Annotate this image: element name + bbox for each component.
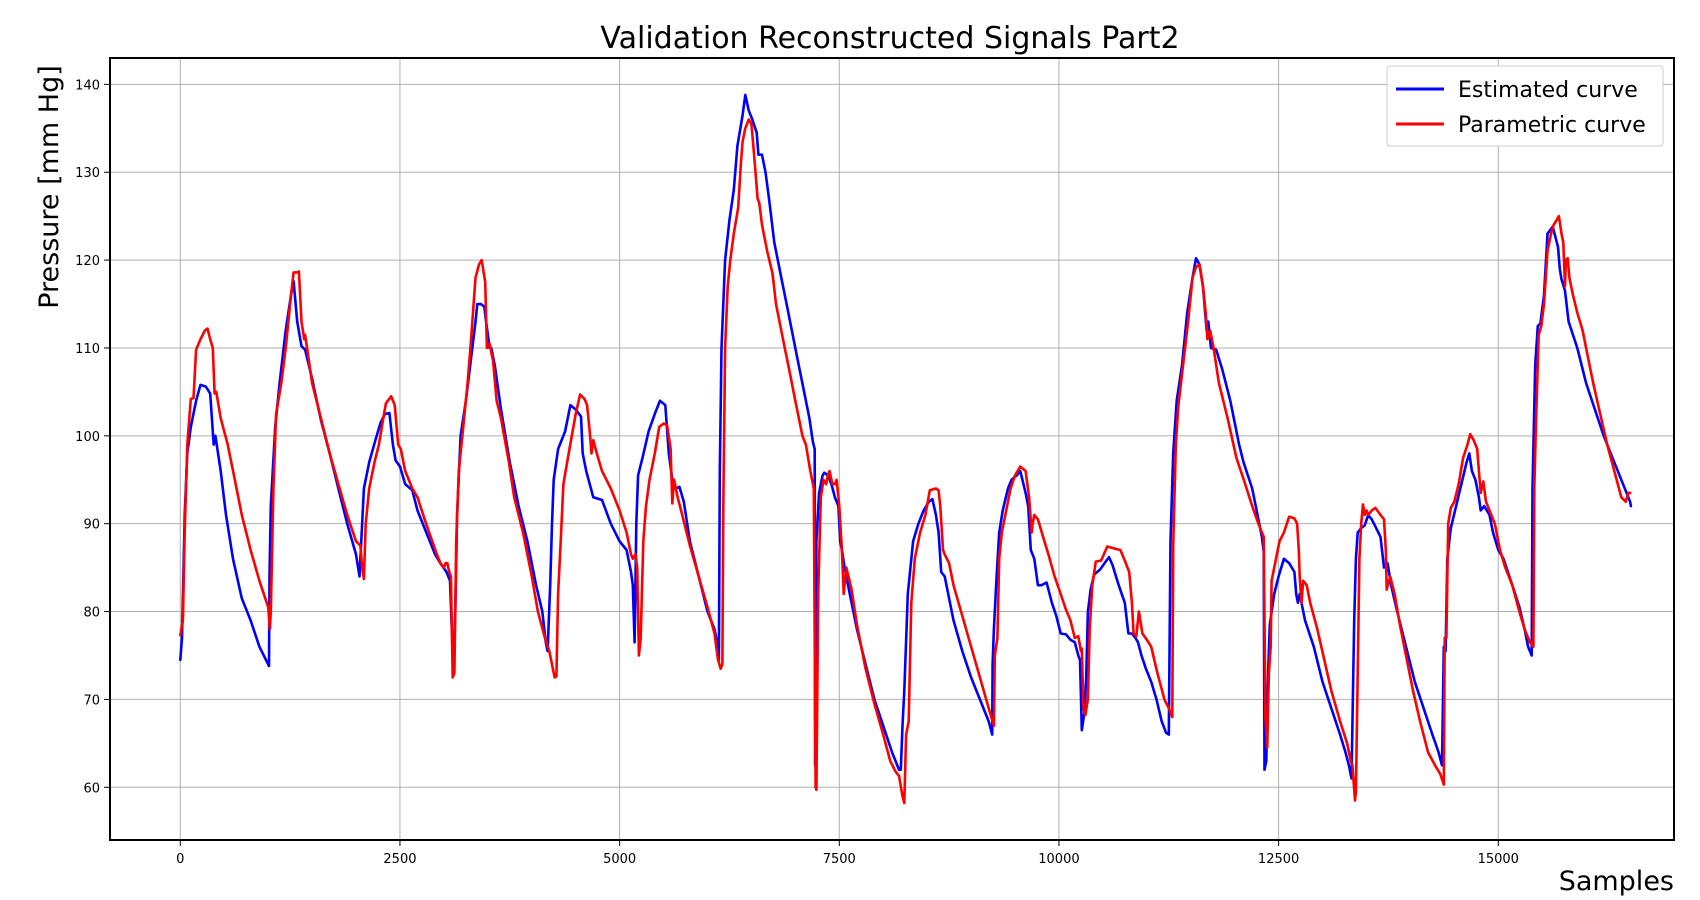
y-tick-label: 70 xyxy=(83,693,100,708)
y-tick-label: 120 xyxy=(75,254,100,269)
x-tick-label: 15000 xyxy=(1478,852,1519,867)
y-tick-label: 100 xyxy=(75,430,100,445)
y-axis-label: Pressure [mm Hg] xyxy=(34,65,65,309)
x-tick-label: 2500 xyxy=(383,852,416,867)
x-axis-label: Samples xyxy=(1559,866,1674,897)
y-axis-ticks: 60 70 80 90 100 110 120 130 140 xyxy=(75,78,110,796)
plot-frame xyxy=(109,57,1675,841)
y-tick-label: 130 xyxy=(75,166,100,181)
y-tick-label: 140 xyxy=(75,78,100,93)
series-line-parametric xyxy=(179,118,1632,805)
x-tick-label: 10000 xyxy=(1038,852,1079,867)
legend-label-parametric: Parametric curve xyxy=(1458,113,1646,138)
x-tick-label: 12500 xyxy=(1258,852,1299,867)
y-tick-label: 110 xyxy=(75,342,100,357)
y-tick-label: 60 xyxy=(83,781,100,796)
legend: Estimated curve Parametric curve xyxy=(1386,65,1664,147)
y-tick-label: 80 xyxy=(83,606,100,621)
grid-lines xyxy=(110,58,1674,840)
legend-box xyxy=(1386,65,1664,147)
x-axis-ticks: 0 2500 5000 7500 10000 12500 15000 xyxy=(176,840,1519,867)
legend-label-estimated: Estimated curve xyxy=(1458,78,1638,103)
y-tick-label: 90 xyxy=(83,518,100,533)
x-tick-label: 5000 xyxy=(603,852,636,867)
x-tick-label: 0 xyxy=(176,852,184,867)
chart-title: Validation Reconstructed Signals Part2 xyxy=(600,21,1179,56)
x-tick-label: 7500 xyxy=(823,852,856,867)
series-lines xyxy=(179,93,1633,805)
